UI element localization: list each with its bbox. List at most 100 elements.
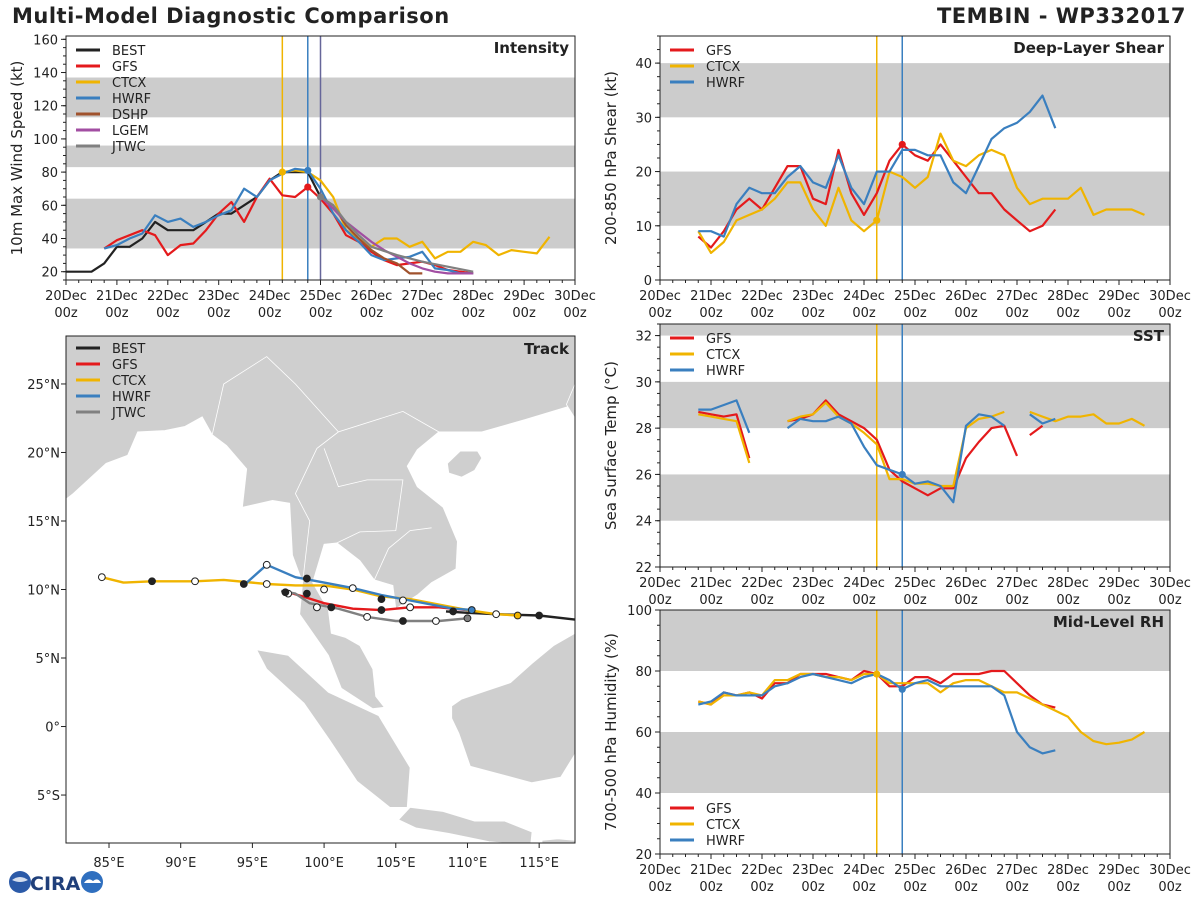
y-tick-label: 20	[635, 166, 652, 181]
track-point	[262, 580, 271, 588]
land-mass	[397, 806, 533, 843]
series-line-hwrf	[103, 167, 474, 275]
x-tick-label-hour: 00z	[411, 306, 435, 321]
legend-label-ctcx: CTCX	[112, 374, 146, 389]
track-point	[262, 560, 271, 569]
panel-track: 85°E 90°E 95°E 100°E 105°E 110°E 115°E 5°S 0° 5°N…	[27, 335, 576, 871]
x-tick-label-hour: 00z	[1056, 593, 1080, 608]
legend-label-ctcx: CTCX	[706, 348, 740, 363]
y-tick-label: 20	[635, 848, 652, 863]
y-tick-label: 80	[635, 665, 652, 680]
legend-label-gfs: GFS	[112, 358, 138, 373]
legend-label-hwrf: HWRF	[112, 390, 151, 405]
longitude-label: 85°E	[93, 856, 124, 871]
series-marker-hwrf	[898, 685, 906, 693]
x-tick-label-day: 22Dec	[741, 289, 783, 304]
x-tick-label-hour: 00z	[1005, 593, 1029, 608]
x-tick-label-day: 28Dec	[1047, 576, 1089, 591]
x-tick-label-day: 22Dec	[147, 289, 189, 304]
legend-label-hwrf: HWRF	[112, 92, 151, 107]
legend-label-gfs: GFS	[706, 332, 732, 347]
x-tick-label-hour: 00z	[903, 593, 927, 608]
x-tick-label-day: 26Dec	[945, 576, 987, 591]
x-tick-label-hour: 00z	[1107, 306, 1131, 321]
x-tick-label-hour: 00z	[903, 306, 927, 321]
x-tick-label-hour: 00z	[648, 880, 672, 895]
x-tick-label-day: 30Dec	[1149, 289, 1191, 304]
track-point	[302, 589, 311, 598]
track-point	[399, 617, 407, 625]
x-tick-label-hour: 00z	[1107, 593, 1131, 608]
track-point	[377, 606, 386, 614]
track-point	[492, 610, 501, 619]
legend-label-jtwc: JTWC	[111, 406, 146, 421]
y-tick-label: 60	[635, 726, 652, 741]
track-point	[191, 577, 199, 586]
legend-label-dshp: DSHP	[112, 108, 148, 123]
series-line-ctcx	[697, 132, 1145, 254]
x-tick-label-day: 29Dec	[1098, 289, 1140, 304]
series-marker-gfs	[898, 140, 906, 149]
x-tick-label-hour: 00z	[648, 306, 672, 321]
y-tick-label: 40	[635, 57, 652, 72]
x-tick-label-hour: 00z	[1107, 880, 1131, 895]
x-tick-label-hour: 00z	[852, 593, 876, 608]
legend-label-jtwc: JTWC	[111, 140, 146, 155]
x-tick-label-hour: 00z	[105, 306, 129, 321]
track-point	[348, 584, 357, 593]
y-tick-label: 40	[41, 233, 58, 248]
x-tick-label-day: 20Dec	[639, 289, 681, 304]
longitude-label: 100°E	[304, 856, 344, 871]
cira-logo: CIRA	[9, 871, 103, 895]
land-mass	[66, 336, 575, 710]
panel-intensity: 20 40 60 80 100 120 140 160 20Dec 00z 21Dec 00z 22De…	[8, 33, 596, 321]
y-axis-label: 200-850 hPa Shear (kt)	[602, 71, 620, 245]
latitude-label: 15°N	[27, 515, 60, 530]
y-tick-label: 100	[33, 133, 58, 148]
legend-label-hwrf: HWRF	[706, 364, 745, 379]
series-marker-gfs	[304, 183, 312, 191]
x-tick-label-hour: 00z	[699, 593, 723, 608]
x-tick-label-day: 27Dec	[996, 576, 1038, 591]
x-tick-label-hour: 00z	[258, 306, 282, 321]
track-point	[239, 580, 248, 588]
x-tick-label-hour: 00z	[1158, 593, 1182, 608]
track-point	[432, 617, 440, 625]
legend-label-ctcx: CTCX	[706, 818, 740, 833]
land-mass	[541, 838, 575, 843]
y-tick-label: 0	[644, 274, 652, 289]
panel-rh: 20 40 60 80 100 20Dec 00z 21Dec 00z 22Dec 00z 23Dec…	[602, 604, 1191, 895]
series-line-hwrf	[698, 94, 1057, 238]
x-tick-label-day: 28Dec	[452, 289, 494, 304]
x-tick-label-day: 23Dec	[792, 863, 834, 878]
legend-label-best: BEST	[112, 342, 145, 357]
x-tick-label-hour: 00z	[1005, 880, 1029, 895]
x-tick-label-day: 20Dec	[45, 289, 87, 304]
y-tick-label: 20	[41, 266, 58, 281]
x-tick-label-hour: 00z	[801, 880, 825, 895]
legend-label-hwrf: HWRF	[706, 834, 745, 849]
x-tick-label-hour: 00z	[1005, 306, 1029, 321]
y-tick-label: 32	[635, 330, 652, 345]
longitude-label: 115°E	[519, 856, 559, 871]
x-tick-label-day: 21Dec	[690, 289, 732, 304]
track-point	[281, 588, 290, 597]
x-tick-label-hour: 00z	[699, 880, 723, 895]
plot-area	[660, 36, 1170, 280]
x-tick-label-day: 28Dec	[1047, 289, 1089, 304]
track-point	[97, 573, 106, 582]
track-point	[513, 611, 522, 620]
x-tick-label-day: 25Dec	[894, 863, 936, 878]
logo-text: CIRA	[30, 873, 81, 895]
x-tick-label-day: 20Dec	[639, 863, 681, 878]
track-point	[463, 614, 472, 623]
series-marker-hwrf	[898, 470, 906, 479]
x-tick-label-hour: 00z	[954, 880, 978, 895]
country-border	[323, 448, 404, 544]
x-tick-label-day: 23Dec	[792, 576, 834, 591]
x-tick-label-hour: 00z	[462, 306, 486, 321]
legend-label-gfs: GFS	[706, 44, 732, 59]
shaded-band	[660, 474, 1170, 521]
